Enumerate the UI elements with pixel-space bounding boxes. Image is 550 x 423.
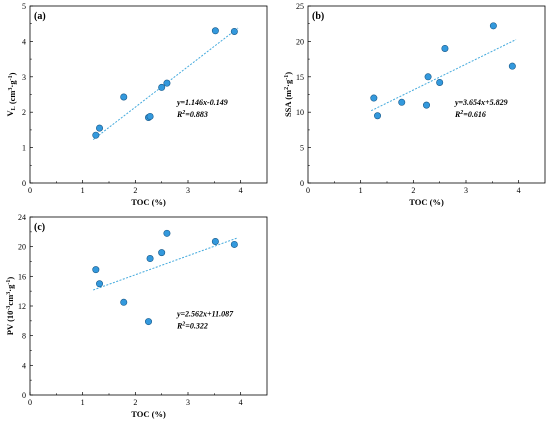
- data-point: [96, 280, 104, 288]
- y-tick-label: 24: [18, 213, 26, 222]
- panel-label: (b): [312, 11, 324, 22]
- data-point: [145, 318, 153, 326]
- data-point: [230, 240, 238, 248]
- x-tick-label: 2: [411, 186, 415, 195]
- fit-line: [370, 39, 517, 112]
- y-tick-label: 10: [296, 108, 304, 117]
- y-tick-label: 25: [296, 2, 304, 11]
- y-axis-title: PV (10-3cm3·g-1): [5, 277, 15, 336]
- y-tick-label: 2: [22, 108, 26, 117]
- data-point: [163, 79, 171, 87]
- x-axis-title: TOC (%): [131, 409, 166, 419]
- x-tick-label: 0: [28, 186, 32, 195]
- data-point: [146, 112, 154, 120]
- x-axis-title: TOC (%): [409, 197, 444, 207]
- y-tick-label: 0: [22, 391, 26, 400]
- data-point: [398, 98, 406, 106]
- data-point: [374, 112, 382, 120]
- fit-equation: y=1.146x-0.149: [176, 98, 228, 107]
- data-point: [120, 93, 128, 101]
- r-squared: R2=0.322: [176, 322, 208, 331]
- chart-panel-1: 0 1 2 3 4 0 1 2 3 4 5 (a) TOC (%) VL (cm3·g-1) y=1.146…: [5, 2, 268, 207]
- x-tick-label: 1: [81, 398, 85, 407]
- data-point: [96, 124, 104, 132]
- y-tick-label: 3: [22, 73, 26, 82]
- x-tick-label: 3: [186, 186, 190, 195]
- panel-label: (c): [34, 222, 45, 233]
- y-tick-label: 5: [22, 2, 26, 11]
- r-squared: R2=0.883: [176, 110, 208, 119]
- r-squared: R2=0.616: [454, 110, 486, 119]
- data-point: [92, 266, 100, 274]
- data-point: [424, 73, 432, 81]
- data-point: [508, 62, 516, 70]
- data-point: [158, 249, 166, 257]
- x-tick-label: 0: [28, 398, 32, 407]
- y-tick-label: 4: [22, 37, 26, 46]
- data-point: [422, 101, 430, 109]
- data-point: [92, 131, 100, 139]
- x-tick-label: 4: [239, 398, 243, 407]
- x-axis-title: TOC (%): [131, 197, 166, 207]
- x-tick-label: 0: [306, 186, 310, 195]
- data-point: [230, 27, 238, 35]
- data-point: [163, 229, 171, 237]
- x-tick-label: 1: [81, 186, 85, 195]
- y-tick-label: 15: [296, 73, 304, 82]
- y-axis-title: SSA (m2·g-1): [283, 72, 293, 117]
- y-tick-label: 20: [18, 243, 26, 252]
- panel-label: (a): [34, 11, 46, 22]
- y-tick-label: 20: [296, 37, 304, 46]
- data-point: [441, 44, 449, 52]
- y-tick-label: 12: [18, 302, 26, 311]
- y-tick-label: 0: [300, 179, 304, 188]
- x-tick-label: 3: [464, 186, 468, 195]
- fit-equation: y=3.654x+5.829: [454, 98, 508, 107]
- data-point: [489, 22, 497, 30]
- data-point: [146, 255, 154, 263]
- x-tick-label: 1: [359, 186, 363, 195]
- x-tick-label: 2: [133, 398, 137, 407]
- data-point: [211, 27, 219, 35]
- y-tick-label: 1: [22, 144, 26, 153]
- y-tick-label: 5: [300, 144, 304, 153]
- y-tick-label: 16: [18, 272, 26, 281]
- data-point: [211, 237, 219, 245]
- x-tick-label: 2: [133, 186, 137, 195]
- x-tick-label: 4: [239, 186, 243, 195]
- data-point: [158, 83, 166, 91]
- chart-panel-2: 0 1 2 3 4 0 5 10 15 20 25 (b) TOC (%) SSA (m2·g-1) y=3…: [283, 2, 546, 207]
- data-point: [370, 94, 378, 102]
- data-point: [436, 78, 444, 86]
- y-tick-label: 4: [22, 361, 26, 370]
- y-axis-title: VL (cm3·g-1): [5, 72, 17, 116]
- plot-frame: [307, 5, 546, 184]
- data-point: [120, 298, 128, 306]
- x-tick-label: 4: [517, 186, 521, 195]
- fit-line: [93, 237, 239, 291]
- y-tick-label: 0: [22, 179, 26, 188]
- y-tick-label: 8: [22, 332, 26, 341]
- fit-equation: y=2.562x+11.087: [176, 310, 234, 319]
- x-tick-label: 3: [186, 398, 190, 407]
